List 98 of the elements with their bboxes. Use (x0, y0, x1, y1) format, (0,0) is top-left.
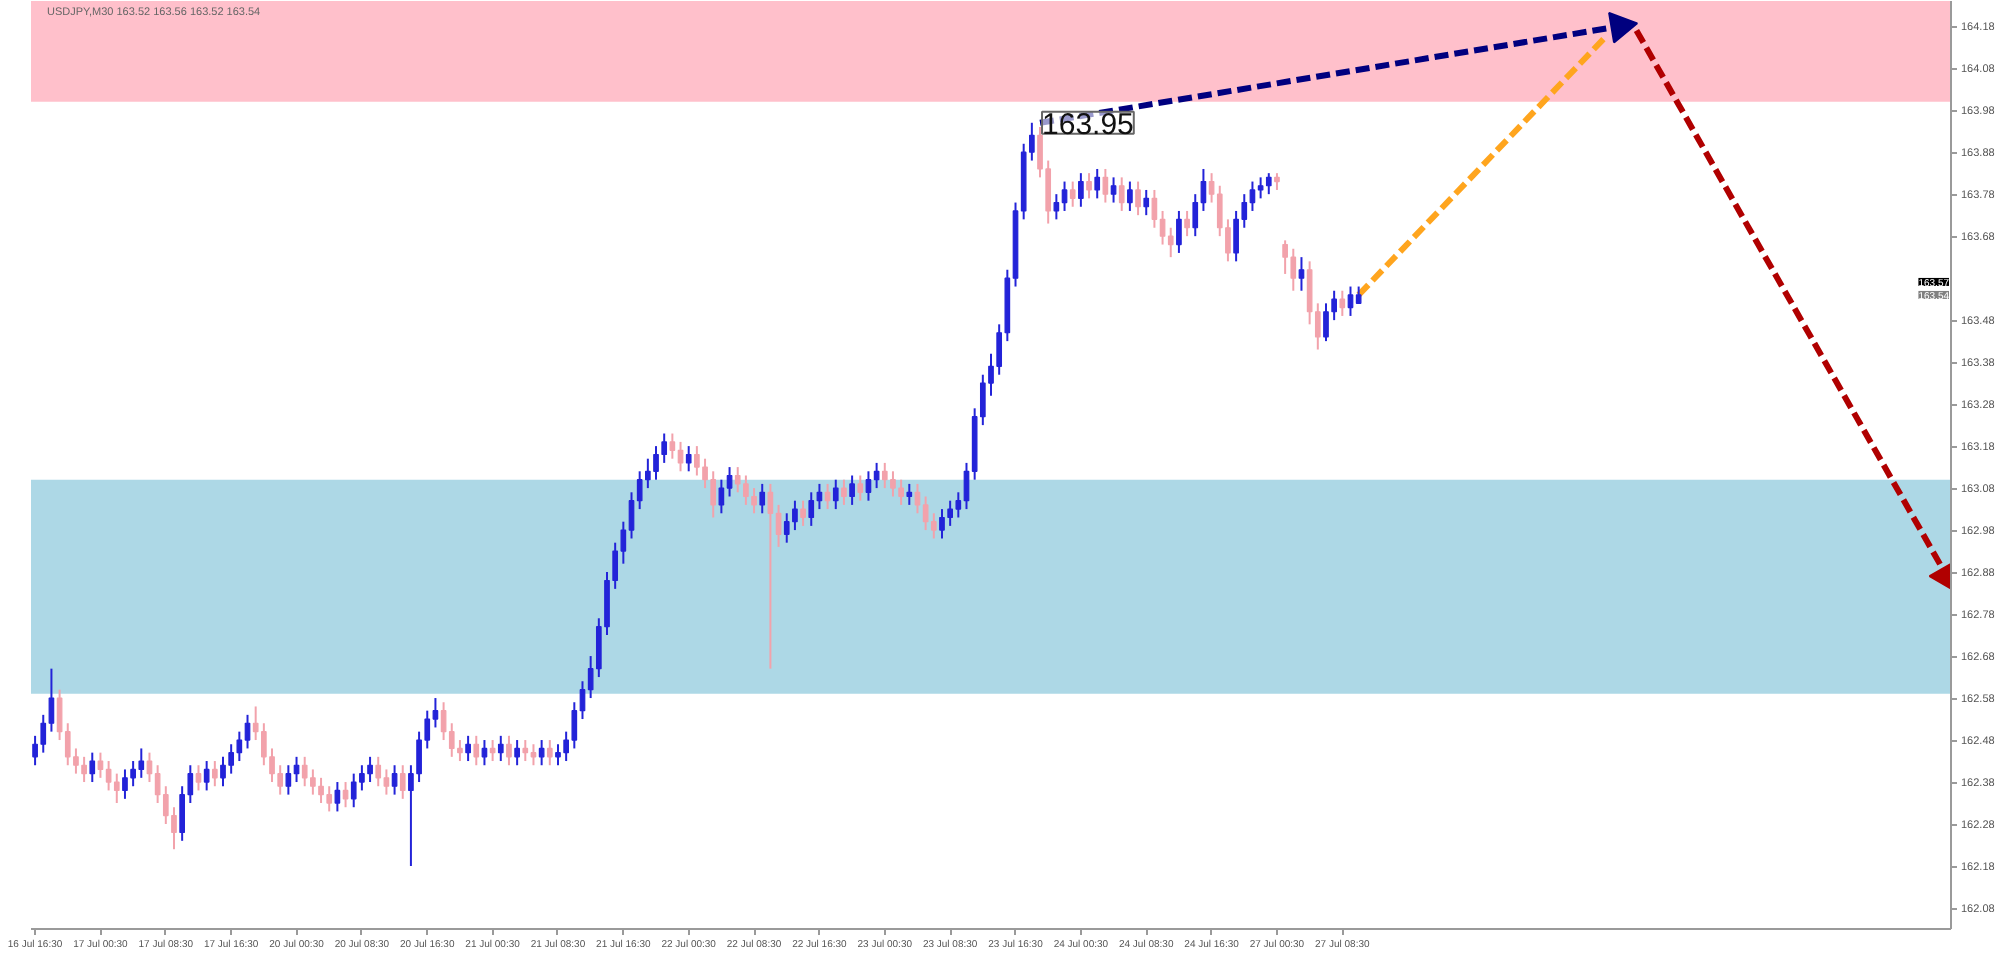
candlestick (873, 461, 880, 490)
candlestick (310, 768, 316, 796)
candlestick (1167, 226, 1174, 259)
candlestick (285, 764, 292, 796)
candlestick (922, 495, 929, 532)
candlestick (211, 760, 218, 788)
candlestick (718, 478, 725, 515)
candlestick (81, 755, 87, 784)
candlestick (1118, 176, 1125, 212)
candlestick (489, 739, 496, 763)
candlestick (1110, 176, 1117, 204)
candlestick (849, 474, 855, 506)
candlestick (228, 743, 235, 775)
candlestick (694, 445, 700, 477)
candlestick (1061, 180, 1068, 212)
candlestick (841, 478, 847, 506)
candlestick (865, 470, 872, 502)
candlestick (914, 482, 921, 515)
candlestick (1069, 180, 1076, 208)
candlestick (277, 764, 284, 796)
candlestick (506, 734, 512, 767)
candlestick (89, 751, 96, 784)
candlestick (832, 478, 839, 511)
candlestick (465, 734, 471, 763)
candlestick (726, 466, 733, 498)
candlestick (359, 764, 365, 792)
candlestick (669, 432, 676, 460)
candlestick (236, 730, 243, 763)
candlestick (1143, 188, 1150, 217)
candlestick (906, 482, 913, 506)
candlestick (399, 764, 406, 800)
candlestick (522, 739, 529, 763)
candlestick (391, 764, 398, 796)
candlestick (677, 440, 684, 473)
candlestick (1078, 172, 1084, 208)
candlestick (751, 487, 757, 515)
candlestick (195, 764, 202, 792)
candlestick (1233, 209, 1239, 263)
candlestick (1249, 180, 1256, 212)
candlestick (220, 755, 226, 788)
candlestick (1290, 247, 1297, 292)
candlestick (1176, 209, 1182, 254)
candlestick (203, 760, 210, 792)
candlestick (857, 474, 864, 502)
data-label: 163.95 (1042, 107, 1134, 142)
candlestick (555, 743, 561, 767)
candlestick (130, 760, 136, 788)
candlestick (1339, 289, 1346, 317)
candlestick (1265, 172, 1272, 196)
candlestick (685, 445, 692, 473)
candlestick (367, 755, 373, 784)
candlestick (1347, 285, 1354, 317)
candlestick (514, 739, 520, 767)
candlestick (383, 768, 390, 796)
candlestick (1257, 176, 1264, 200)
candlestick (710, 470, 717, 519)
candlestick (497, 734, 504, 763)
candlestick (301, 755, 308, 788)
candlestick (122, 768, 128, 800)
candlestick (546, 739, 553, 767)
candlestick (473, 734, 480, 767)
candlestick (800, 499, 806, 527)
candlestick (759, 482, 766, 515)
candlestick (661, 432, 668, 464)
candlestick (1094, 167, 1101, 200)
candlestick (326, 785, 333, 813)
candlestick (1323, 302, 1329, 343)
candlestick (1282, 239, 1288, 275)
candlestick (538, 739, 545, 767)
candlestick (1184, 209, 1190, 238)
candlestick (1086, 172, 1092, 200)
candlestick (783, 512, 790, 544)
candlestick (138, 747, 145, 779)
candlestick (334, 781, 341, 813)
candlestick (1102, 167, 1109, 204)
candlestick (890, 470, 896, 498)
candlestick (1135, 180, 1141, 217)
candlestick (97, 751, 104, 779)
candlestick (898, 478, 904, 506)
candlestick (375, 755, 382, 788)
candlestick (105, 760, 112, 792)
candlestick (457, 739, 463, 763)
candlestick (808, 491, 815, 527)
candlestick (653, 445, 659, 481)
candlestick (1298, 256, 1305, 292)
candlestick (113, 772, 120, 805)
candlestick (947, 499, 953, 527)
candlestick (261, 722, 267, 767)
candlestick (930, 512, 937, 540)
candlestick (318, 776, 324, 805)
candlestick (1053, 193, 1060, 221)
candlestick (350, 772, 357, 809)
candlestick (792, 499, 798, 532)
candlestick (734, 466, 741, 494)
candlestick (1127, 180, 1133, 212)
candlestick (939, 508, 945, 540)
candlestick (881, 461, 888, 490)
candlestick (743, 474, 749, 506)
